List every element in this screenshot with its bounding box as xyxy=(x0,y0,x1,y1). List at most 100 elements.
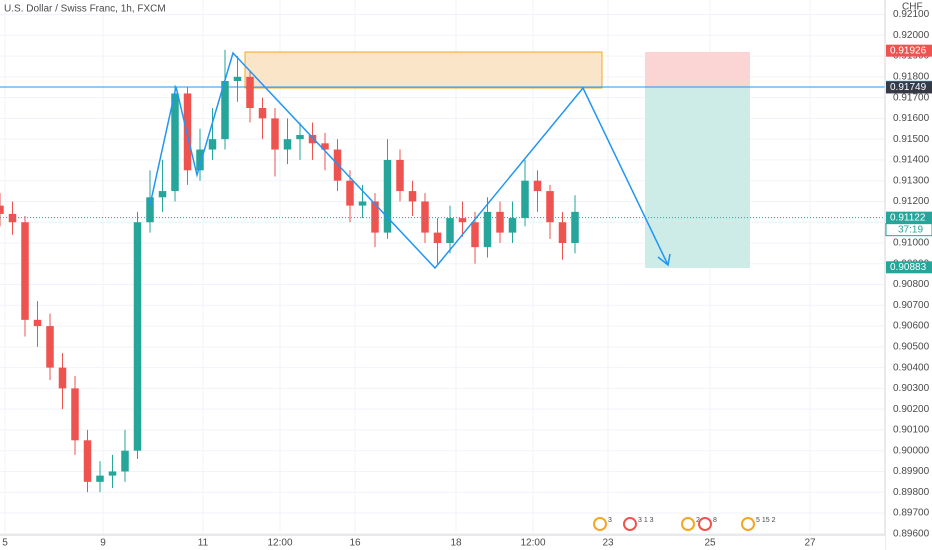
candle-body xyxy=(433,232,442,243)
candle-body xyxy=(508,218,517,233)
x-tick-label: 25 xyxy=(704,538,716,549)
stop-zone xyxy=(645,52,750,88)
candle-body xyxy=(308,135,317,144)
y-tick-label: 0.90800 xyxy=(893,279,930,290)
currency-label: CHF xyxy=(902,2,923,13)
x-tick-label: 23 xyxy=(602,538,614,549)
x-tick-label: 9 xyxy=(100,538,106,549)
x-tick-label: 11 xyxy=(198,538,209,549)
candle-body xyxy=(458,218,467,223)
countdown: 37:19 xyxy=(898,224,923,235)
candle-body xyxy=(396,159,404,192)
candle-body xyxy=(446,218,454,243)
candle-body xyxy=(233,76,242,81)
candle-body xyxy=(0,205,4,214)
candle-body xyxy=(108,471,117,476)
candle-body xyxy=(183,93,192,171)
candle-body xyxy=(21,222,29,320)
candle-body xyxy=(71,388,79,441)
y-tick-label: 0.91300 xyxy=(893,175,930,186)
x-tick-label: 27 xyxy=(804,538,816,549)
time-axis xyxy=(0,535,885,550)
candle-body xyxy=(58,367,67,389)
candle-body xyxy=(208,139,217,150)
candle-body xyxy=(371,201,379,233)
candle-body xyxy=(546,191,554,223)
event-icon xyxy=(681,517,695,531)
candle-body xyxy=(83,440,92,482)
candle-body xyxy=(471,222,479,248)
candle-body xyxy=(321,143,329,150)
candle-body xyxy=(46,326,54,368)
candle-body xyxy=(96,475,104,482)
price-tag xyxy=(886,81,932,94)
candle-body xyxy=(558,222,567,243)
candle-body xyxy=(283,139,292,150)
candle-body xyxy=(258,108,267,119)
candle-body xyxy=(521,180,529,219)
candle-body xyxy=(146,197,154,223)
event-badges: 3 3 1 3 2 8 5 15 2 xyxy=(593,517,776,531)
event-badge: 3 xyxy=(608,517,612,524)
arrow-head xyxy=(657,253,671,267)
price-tag-label: 0.91122 xyxy=(890,212,926,223)
candle-body xyxy=(346,180,354,206)
event-icon xyxy=(593,517,607,531)
x-tick-label: 12:00 xyxy=(520,538,545,549)
candle-body xyxy=(571,211,579,243)
y-tick-label: 0.91700 xyxy=(893,92,930,103)
y-tick-label: 0.90000 xyxy=(893,445,930,456)
y-tick-label: 0.89900 xyxy=(893,466,930,477)
candle-body xyxy=(171,93,179,192)
countdown-box xyxy=(885,223,932,237)
y-tick-label: 0.89800 xyxy=(893,487,930,498)
candles xyxy=(0,49,579,493)
price-tag xyxy=(886,211,932,224)
candle-body xyxy=(33,319,42,327)
candle-body xyxy=(271,118,279,150)
event-icon xyxy=(623,517,637,531)
price-tag-label: 0.91926 xyxy=(890,45,927,56)
y-tick-label: 0.91400 xyxy=(893,155,930,166)
y-tick-label: 0.91600 xyxy=(893,113,930,124)
target-zone xyxy=(645,88,750,268)
y-tick-label: 0.90600 xyxy=(893,321,930,332)
event-icon xyxy=(741,517,755,531)
price-tag xyxy=(886,44,932,57)
y-tick-label: 0.90100 xyxy=(893,425,930,436)
candle-body xyxy=(296,135,304,140)
candle-body xyxy=(121,450,129,472)
y-tick-label: 0.92000 xyxy=(893,30,930,41)
pattern-path xyxy=(149,51,669,270)
y-tick-label: 0.89600 xyxy=(893,528,930,539)
candle-body xyxy=(221,81,229,140)
y-tick-label: 0.89700 xyxy=(893,508,930,519)
axes: 0.921000.920000.919000.918000.917000.916… xyxy=(2,9,932,549)
resistance-zone xyxy=(244,51,603,89)
y-tick-label: 0.90300 xyxy=(893,383,930,394)
candle-body xyxy=(533,180,542,192)
candle-body xyxy=(383,159,392,233)
y-tick-label: 0.92100 xyxy=(893,9,930,20)
candle-body xyxy=(196,149,204,171)
y-tick-label: 0.91500 xyxy=(893,134,930,145)
candle-body xyxy=(358,201,367,206)
event-badge: 2 xyxy=(696,517,700,524)
y-tick-label: 0.90200 xyxy=(893,404,930,415)
candle-body xyxy=(158,191,167,198)
candle-body xyxy=(246,76,254,108)
price-tag-label: 0.91749 xyxy=(890,82,927,93)
event-badge: 3 1 3 xyxy=(638,517,654,524)
y-tick-label: 0.90400 xyxy=(893,362,930,373)
price-tag xyxy=(886,261,932,274)
candle-body xyxy=(133,222,142,451)
price-tag-label: 0.90883 xyxy=(890,262,927,273)
chart-title: U.S. Dollar / Swiss Franc, 1h, FXCM xyxy=(4,4,166,15)
event-badge: 8 xyxy=(713,517,717,524)
x-tick-label: 18 xyxy=(450,538,462,549)
candle-body xyxy=(408,191,417,202)
y-tick-label: 0.90700 xyxy=(893,300,930,311)
event-badge: 5 15 2 xyxy=(756,517,776,524)
